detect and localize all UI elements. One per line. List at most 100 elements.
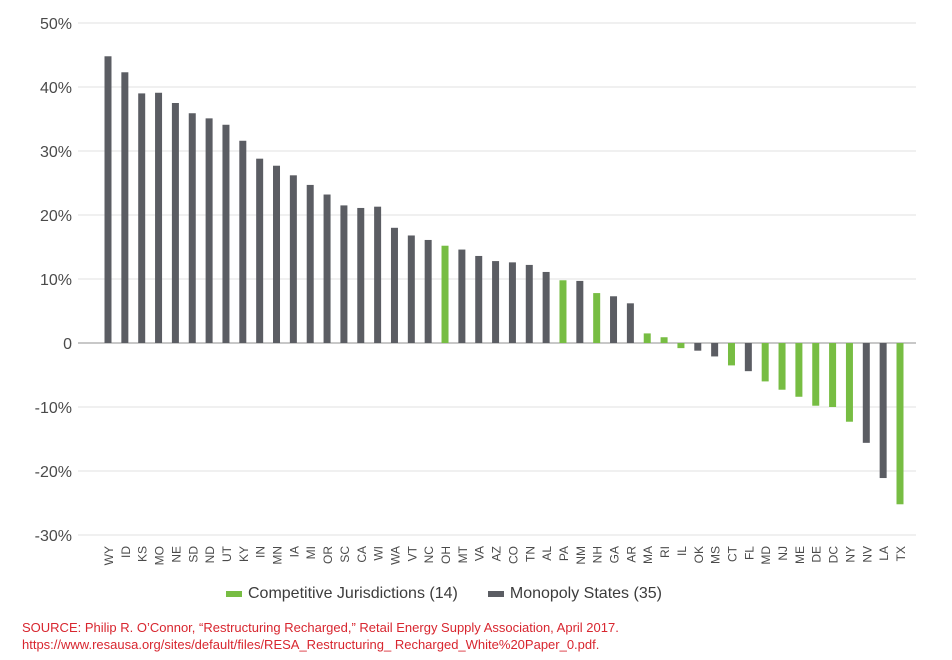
source-line-1: SOURCE: Philip R. O’Connor, “Restructuri… bbox=[22, 620, 619, 635]
x-tick-label: IL bbox=[675, 546, 689, 556]
x-tick-label: MD bbox=[759, 546, 773, 565]
bar-vt bbox=[407, 235, 415, 343]
bar-chart: -30%-20%-10%010%20%30%40%50% WY ID KS MO NE S… bbox=[35, 16, 916, 565]
bar-ky bbox=[239, 140, 247, 343]
x-tick-label: MS bbox=[709, 546, 723, 564]
x-tick-label: WA bbox=[388, 546, 402, 565]
x-tick-label: SC bbox=[338, 546, 352, 563]
bar-nd bbox=[205, 118, 213, 343]
bar-dc bbox=[829, 343, 837, 407]
legend-swatch-monopoly bbox=[487, 591, 504, 597]
bar-ok bbox=[694, 343, 702, 351]
bar-fl bbox=[744, 343, 752, 372]
x-tick-label: SD bbox=[186, 546, 200, 563]
bar-az bbox=[492, 261, 500, 343]
x-tick-label: WY bbox=[102, 546, 116, 565]
bar-in bbox=[256, 158, 264, 343]
bar-va bbox=[475, 255, 483, 343]
bar-md bbox=[761, 343, 769, 382]
x-tick-label: KS bbox=[136, 546, 150, 562]
x-tick-label: AZ bbox=[490, 546, 504, 561]
bar-sd bbox=[188, 113, 196, 344]
bar-mo bbox=[155, 92, 163, 343]
x-tick-label: CO bbox=[506, 546, 520, 564]
bar-nc bbox=[424, 239, 432, 343]
y-tick-label: 50% bbox=[40, 16, 72, 33]
bar-mt bbox=[458, 249, 466, 343]
x-tick-label: NC bbox=[422, 546, 436, 564]
bar-ca bbox=[357, 207, 365, 343]
x-tick-label: DE bbox=[810, 546, 824, 563]
y-tick-label: 30% bbox=[40, 144, 72, 161]
source-note: SOURCE: Philip R. O’Connor, “Restructuri… bbox=[22, 619, 619, 653]
bar-al bbox=[542, 271, 550, 343]
bar-ar bbox=[626, 303, 634, 343]
x-tick-label: NM bbox=[574, 546, 588, 565]
bar-ny bbox=[845, 343, 853, 422]
bar-il bbox=[677, 343, 685, 349]
bar-co bbox=[508, 262, 516, 343]
x-tick-label: AR bbox=[624, 546, 638, 563]
x-tick-label: MI bbox=[304, 546, 318, 559]
bar-ga bbox=[610, 296, 618, 343]
bar-nj bbox=[778, 343, 786, 390]
legend-label-competitive: Competitive Jurisdictions (14) bbox=[248, 585, 458, 602]
x-tick-label: UT bbox=[220, 545, 234, 562]
bar-ri bbox=[660, 337, 668, 343]
x-tick-label: MN bbox=[271, 546, 285, 565]
x-tick-label: LA bbox=[877, 546, 891, 561]
x-tick-label: IN bbox=[254, 546, 268, 558]
y-tick-label: 20% bbox=[40, 208, 72, 225]
bar-la bbox=[879, 343, 887, 479]
bar-wa bbox=[390, 227, 398, 343]
x-tick-label: WI bbox=[372, 546, 386, 561]
x-tick-label: VA bbox=[473, 546, 487, 561]
x-tick-label: NJ bbox=[776, 546, 790, 561]
y-tick-label: -30% bbox=[35, 528, 72, 545]
legend-swatch-competitive bbox=[226, 591, 242, 597]
x-tick-label: MT bbox=[456, 545, 470, 563]
x-axis: WY ID KS MO NE SD ND UT KY IN MN IA MI OR SC CA WI WA VT NC… bbox=[102, 545, 908, 565]
bar-nm bbox=[576, 280, 584, 343]
bar-mn bbox=[273, 165, 281, 343]
bar-sc bbox=[340, 205, 348, 343]
y-tick-label: -10% bbox=[35, 400, 72, 417]
legend-item-monopoly: Monopoly States (35) bbox=[487, 585, 662, 603]
x-tick-label: VT bbox=[405, 545, 419, 561]
bar-nh bbox=[593, 293, 601, 343]
x-tick-label: CA bbox=[355, 546, 369, 563]
x-tick-label: OK bbox=[692, 546, 706, 563]
bar-ut bbox=[222, 124, 230, 343]
x-tick-label: OR bbox=[321, 546, 335, 564]
x-tick-label: NH bbox=[591, 546, 605, 563]
x-tick-label: RI bbox=[658, 546, 672, 558]
bar-wy bbox=[104, 56, 112, 343]
bar-tn bbox=[525, 264, 533, 343]
x-tick-label: DC bbox=[827, 546, 841, 564]
bar-ms bbox=[711, 343, 719, 357]
bar-wi bbox=[374, 206, 382, 343]
legend-item-competitive: Competitive Jurisdictions (14) bbox=[226, 585, 458, 603]
x-tick-label: NY bbox=[843, 546, 857, 563]
legend-label-monopoly: Monopoly States (35) bbox=[509, 585, 662, 602]
x-tick-label: PA bbox=[557, 546, 571, 561]
x-tick-label: KY bbox=[237, 546, 251, 562]
x-tick-label: ID bbox=[119, 546, 133, 558]
x-tick-label: OH bbox=[439, 546, 453, 564]
bar-or bbox=[323, 194, 331, 343]
bar-ks bbox=[138, 93, 146, 344]
y-tick-label: -20% bbox=[35, 464, 72, 481]
bar-ne bbox=[171, 103, 179, 343]
bar-oh bbox=[441, 245, 449, 343]
y-axis: -30% -20% -10% 0 10% 20% 30% 40% 50% bbox=[35, 16, 72, 545]
bar-mi bbox=[306, 184, 314, 343]
x-tick-label: FL bbox=[742, 546, 756, 560]
bar-ct bbox=[727, 343, 735, 366]
bar-me bbox=[795, 343, 803, 397]
x-tick-label: TX bbox=[894, 546, 908, 561]
x-tick-label: MO bbox=[153, 546, 167, 565]
legend: Competitive Jurisdictions (14) Monopoly … bbox=[226, 583, 692, 605]
x-tick-label: ME bbox=[793, 546, 807, 564]
x-tick-label: CT bbox=[725, 545, 739, 562]
x-tick-label: NV bbox=[860, 546, 874, 563]
